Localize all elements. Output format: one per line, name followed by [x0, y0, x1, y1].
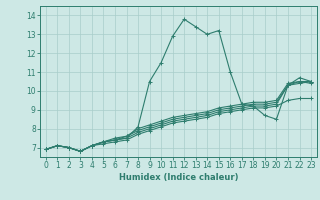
X-axis label: Humidex (Indice chaleur): Humidex (Indice chaleur)	[119, 173, 238, 182]
